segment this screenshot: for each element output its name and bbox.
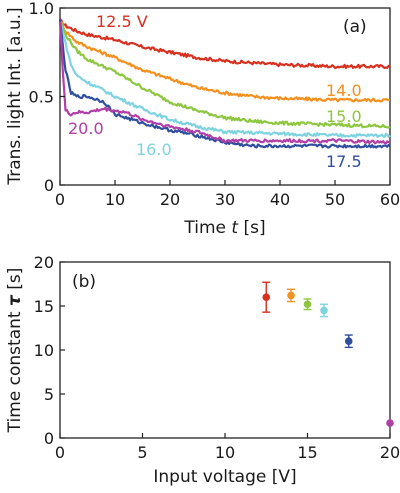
chart-a-ytick-label: 0.5	[29, 88, 54, 107]
chart-b-xtick-label: 20	[380, 443, 400, 462]
chart-b-panel-label: (b)	[72, 272, 96, 292]
chart-a-series-group	[58, 18, 391, 149]
chart-a-panel-label: (a)	[343, 17, 367, 37]
chart-a: 0 10 20 30 40 50 60 0 0.5 1.0 (a) Time t [s] Tran…	[5, 0, 400, 238]
chart-a-ylabel: Trans. light Int. [a.u.]	[5, 7, 25, 185]
data-point	[287, 291, 295, 300]
chart-b-points	[262, 281, 394, 427]
chart-a-ytick-label: 0	[44, 176, 54, 195]
chart-b-xlabel: Input voltage [V]	[153, 467, 296, 487]
chart-a-xtick-label: 30	[215, 190, 235, 209]
series-line-20-0	[58, 21, 391, 145]
chart-a-xtick-label: 20	[160, 190, 180, 209]
chart-b-frame	[59, 261, 391, 439]
chart-b-xtick-label: 15	[297, 443, 317, 462]
data-point	[386, 419, 394, 427]
chart-b-ytick-label: 0	[44, 429, 54, 448]
chart-b-ytick-label: 15	[34, 297, 54, 316]
series-label-15-0: 15.0	[326, 107, 362, 126]
series-line-12-5-V	[59, 18, 391, 70]
series-label-14-0: 14.0	[326, 81, 362, 100]
chart-a-xtick-label: 60	[380, 190, 400, 209]
chart-a-xtick-label: 40	[270, 190, 290, 209]
chart-b-ticks: 0 5 10 15 20 0 5 10 15 20	[34, 253, 400, 462]
series-line-15-0	[59, 20, 391, 129]
chart-b-ytick-label: 5	[44, 385, 54, 404]
chart-b-xtick-label: 10	[215, 443, 235, 462]
chart-a-xtick-label: 10	[105, 190, 125, 209]
series-label-16-0: 16.0	[136, 140, 172, 159]
chart-b-xtick-label: 5	[137, 443, 147, 462]
chart-b-ylabel: Time constant τ [s]	[5, 268, 25, 434]
chart-b-ytick-label: 10	[34, 341, 54, 360]
data-point	[320, 306, 328, 315]
chart-a-xtick-label: 0	[55, 190, 65, 209]
data-point	[344, 337, 353, 346]
chart-a-ticks: 0 10 20 30 40 50 60 0 0.5 1.0	[29, 0, 400, 209]
series-label-12-5v: 12.5 V	[96, 12, 148, 31]
chart-b-xtick-label: 0	[55, 443, 65, 462]
chart-b: 0 5 10 15 20 0 5 10 15 20 (b) Input voltage [V] T…	[5, 253, 400, 487]
chart-a-xtick-label: 50	[325, 190, 345, 209]
chart-a-xlabel: Time t [s]	[183, 218, 265, 238]
data-point	[262, 293, 271, 302]
series-line-16-0	[58, 19, 391, 139]
data-point	[303, 300, 312, 309]
series-label-20-0: 20.0	[68, 119, 104, 138]
series-line-14-0	[59, 20, 391, 103]
chart-a-ytick-label: 1.0	[29, 0, 54, 18]
chart-b-ytick-label: 20	[34, 253, 54, 272]
series-label-17-5: 17.5	[326, 152, 362, 171]
